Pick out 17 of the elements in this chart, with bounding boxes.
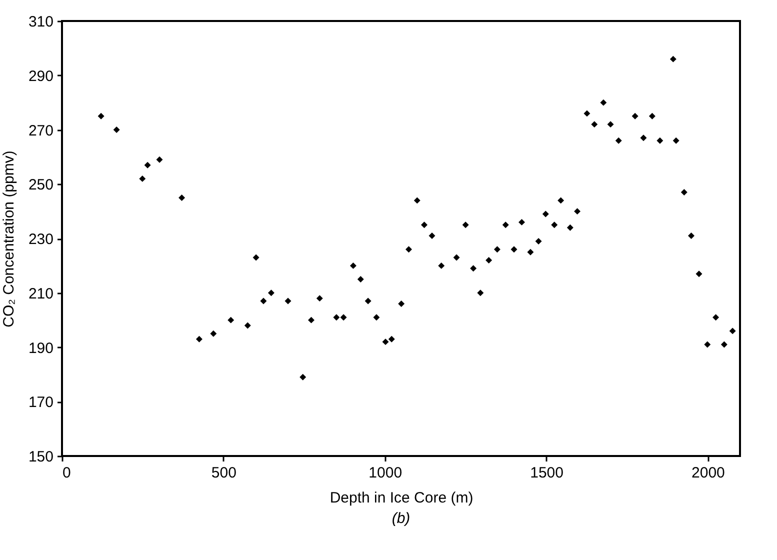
y-tick-label: 290 [28, 68, 54, 85]
x-tick-label: 1000 [368, 464, 402, 482]
y-tick-label: 210 [28, 285, 54, 302]
y-tick-label: 230 [28, 231, 54, 248]
y-tick-label: 310 [28, 14, 54, 30]
y-tick-label: 270 [28, 122, 54, 140]
x-tick-label: 0 [62, 464, 71, 482]
y-tick-label: 190 [28, 340, 54, 357]
x-axis-title: Depth in Ice Core (m) [330, 490, 474, 506]
y-tick-label: 250 [28, 176, 54, 194]
text: (b) [392, 510, 410, 527]
x-tick-label: 1500 [530, 464, 564, 482]
y-tick-label: 170 [28, 394, 54, 412]
y-tick-label: 150 [28, 448, 54, 466]
y-axis-title: CO₂ Concentration (ppmv) [0, 150, 18, 328]
x-tick-label: 2000 [692, 464, 725, 482]
x-tick-label: 500 [211, 464, 236, 482]
